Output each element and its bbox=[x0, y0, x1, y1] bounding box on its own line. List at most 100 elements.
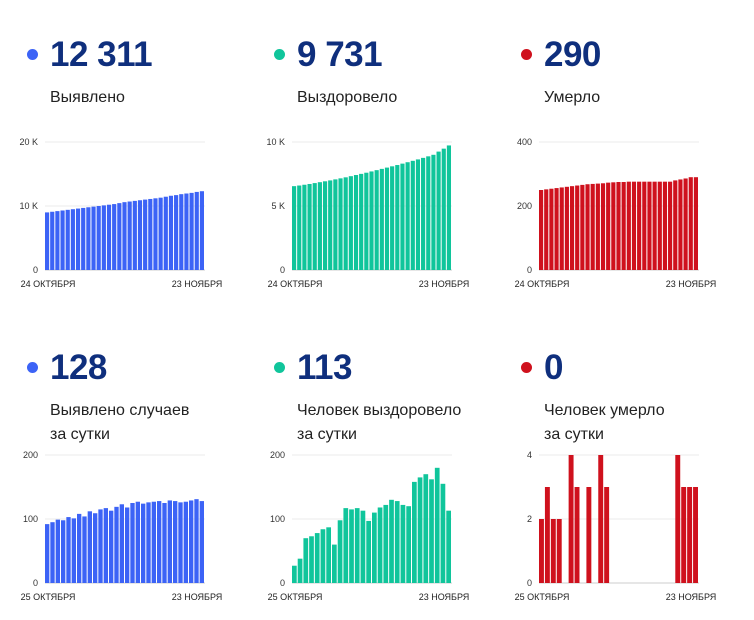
bar bbox=[333, 179, 338, 270]
y-tick-label: 0 bbox=[280, 265, 285, 275]
bar bbox=[574, 487, 580, 583]
bar bbox=[148, 198, 153, 270]
bar bbox=[101, 205, 106, 270]
bar bbox=[431, 154, 436, 270]
stat-label-line2: за сутки bbox=[544, 426, 604, 443]
bar bbox=[568, 455, 574, 583]
bar bbox=[70, 209, 75, 270]
bar bbox=[616, 182, 621, 270]
x-start-label: 25 ОКТЯБРЯ bbox=[515, 592, 570, 602]
bar bbox=[199, 191, 204, 270]
bar bbox=[66, 517, 71, 583]
bar bbox=[337, 520, 343, 583]
y-tick-label: 100 bbox=[270, 514, 285, 524]
bar bbox=[417, 477, 423, 583]
bar bbox=[678, 179, 683, 270]
bar bbox=[681, 487, 687, 583]
bar bbox=[82, 516, 87, 583]
bar-chart: 0 100 200 25 ОКТЯБРЯ 23 НОЯБРЯ bbox=[21, 450, 223, 602]
bar bbox=[184, 193, 189, 270]
bar bbox=[75, 208, 81, 270]
bar bbox=[687, 487, 693, 583]
bar bbox=[683, 178, 688, 270]
bar bbox=[621, 182, 626, 270]
bar bbox=[143, 199, 148, 270]
bar bbox=[125, 507, 130, 583]
stat-label-line2: за сутки bbox=[297, 426, 357, 443]
bar bbox=[98, 509, 103, 583]
bar bbox=[429, 479, 434, 583]
bar-chart: 0 2 4 25 ОКТЯБРЯ 23 НОЯБРЯ bbox=[515, 450, 717, 602]
bar bbox=[389, 499, 394, 583]
bar bbox=[194, 499, 199, 583]
bar bbox=[353, 175, 359, 270]
bar bbox=[688, 177, 693, 270]
bar bbox=[320, 529, 326, 583]
series-dot-icon bbox=[27, 49, 38, 60]
bar bbox=[604, 487, 610, 583]
bar bbox=[127, 201, 132, 270]
bar bbox=[112, 204, 117, 270]
bar bbox=[390, 166, 395, 270]
bar-chart: 0 100 200 25 ОКТЯБРЯ 23 НОЯБРЯ bbox=[268, 450, 470, 602]
stat-label-line2: за сутки bbox=[50, 426, 110, 443]
y-tick-label: 5 K bbox=[271, 201, 285, 211]
bar bbox=[642, 181, 647, 270]
bar bbox=[114, 506, 119, 583]
bar bbox=[343, 177, 348, 270]
bar bbox=[549, 188, 554, 270]
bar-chart: 0 10 K 20 K 24 ОКТЯБРЯ 23 НОЯБРЯ bbox=[19, 137, 222, 289]
x-start-label: 24 ОКТЯБРЯ bbox=[21, 279, 76, 289]
bar bbox=[631, 181, 637, 270]
bar bbox=[586, 487, 592, 583]
bar bbox=[366, 520, 371, 583]
bar bbox=[668, 181, 673, 270]
bar bbox=[45, 524, 50, 583]
bar bbox=[539, 190, 544, 270]
bar bbox=[317, 182, 322, 270]
bar bbox=[96, 206, 101, 270]
bar bbox=[360, 510, 366, 583]
bar bbox=[598, 455, 604, 583]
stat-value: 128 bbox=[50, 348, 107, 387]
bar bbox=[137, 200, 143, 270]
stat-value: 12 311 bbox=[50, 35, 153, 74]
bar bbox=[406, 506, 411, 583]
bar bbox=[117, 203, 122, 270]
x-end-label: 23 НОЯБРЯ bbox=[419, 592, 470, 602]
bar bbox=[86, 207, 91, 270]
bar bbox=[312, 183, 317, 270]
stat-value: 113 bbox=[297, 348, 352, 387]
stat-panel-4: 113 Человек выздоровело за сутки 0 100 200 25 … bbox=[247, 313, 493, 619]
bar bbox=[61, 520, 66, 583]
bar bbox=[415, 159, 421, 270]
bar bbox=[673, 180, 678, 270]
stat-label: Умерло bbox=[544, 89, 601, 106]
bar bbox=[328, 180, 333, 270]
bar bbox=[183, 501, 188, 583]
bar bbox=[189, 192, 194, 270]
stat-panel-5: 0 Человек умерло за сутки 0 2 4 25 ОКТЯБРЯ 23 Н… bbox=[494, 313, 740, 619]
stat-panel-1: 9 731 Выздоровело 0 5 K 10 K 24 ОКТЯБРЯ 23 НОЯ… bbox=[247, 0, 493, 306]
bar bbox=[163, 196, 168, 270]
bar bbox=[55, 211, 60, 270]
bar bbox=[559, 187, 564, 270]
bar bbox=[544, 189, 549, 270]
bar bbox=[544, 487, 550, 583]
bar bbox=[332, 544, 337, 583]
stat-label: Человек выздоровело bbox=[297, 402, 462, 419]
bar bbox=[292, 186, 297, 270]
bar bbox=[377, 507, 383, 583]
bar bbox=[349, 509, 354, 583]
bar bbox=[302, 184, 307, 270]
bar bbox=[675, 455, 681, 583]
x-start-label: 25 ОКТЯБРЯ bbox=[21, 592, 76, 602]
bar bbox=[405, 162, 410, 270]
bar bbox=[446, 145, 451, 270]
bar bbox=[153, 198, 158, 270]
bar bbox=[158, 197, 163, 270]
bar bbox=[693, 177, 698, 270]
bar bbox=[441, 148, 446, 270]
y-tick-label: 200 bbox=[270, 450, 285, 460]
bar bbox=[662, 181, 668, 270]
